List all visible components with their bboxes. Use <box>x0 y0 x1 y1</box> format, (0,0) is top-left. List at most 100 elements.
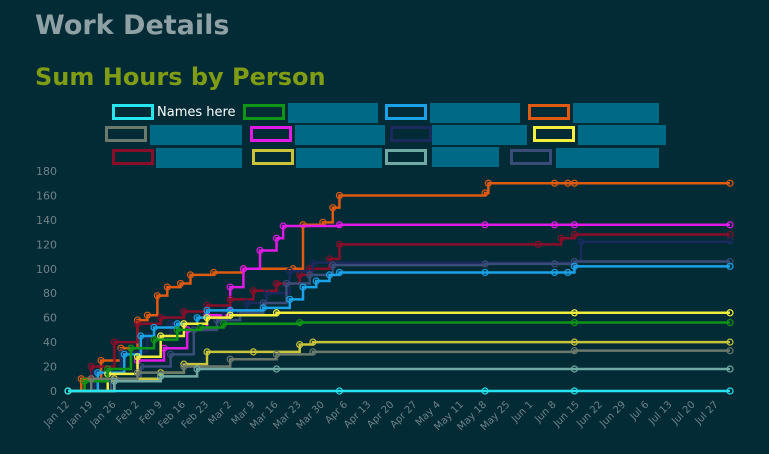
y-tick-label: 40 <box>43 336 57 349</box>
data-point <box>97 356 105 365</box>
series-line <box>68 367 730 393</box>
legend-label <box>295 125 385 145</box>
series-line <box>68 265 730 393</box>
data-point <box>256 246 264 255</box>
data-point <box>335 221 344 229</box>
data-point <box>726 237 734 245</box>
data-point <box>226 355 234 363</box>
data-point <box>329 204 337 212</box>
data-point <box>570 221 579 229</box>
x-tick-label: Jun 29 <box>597 399 628 430</box>
legend-swatch[interactable] <box>390 126 432 142</box>
data-point <box>309 259 317 267</box>
data-point <box>577 238 585 246</box>
legend-swatch[interactable] <box>112 149 154 165</box>
x-tick-label: Jan 19 <box>65 399 96 430</box>
data-point <box>249 287 257 295</box>
data-point <box>309 338 317 346</box>
y-tick-label: 120 <box>36 238 57 251</box>
data-point <box>196 323 204 332</box>
y-tick-label: 140 <box>36 214 57 227</box>
data-point <box>272 279 281 288</box>
data-point <box>481 189 489 197</box>
data-point <box>335 240 344 248</box>
data-point <box>219 320 228 328</box>
data-point <box>299 283 307 291</box>
series-line <box>68 223 730 393</box>
data-point <box>534 240 542 248</box>
data-point <box>133 320 142 328</box>
data-point <box>87 375 95 383</box>
data-point <box>570 387 579 395</box>
x-tick-label: Jun 22 <box>574 399 605 430</box>
x-tick-label: Jun 1 <box>509 399 535 425</box>
data-point <box>550 179 559 187</box>
legend-swatch[interactable] <box>385 149 427 165</box>
data-point <box>726 309 734 317</box>
data-point <box>306 271 314 279</box>
data-point <box>259 299 267 307</box>
data-point <box>186 271 195 279</box>
data-point <box>193 314 201 322</box>
data-point <box>226 311 234 319</box>
data-point <box>110 338 118 346</box>
legend-swatch[interactable] <box>105 126 147 142</box>
legend-swatch[interactable] <box>533 126 575 142</box>
data-point <box>167 350 175 358</box>
data-point <box>203 348 211 356</box>
data-point <box>329 261 337 269</box>
y-tick-label: 180 <box>36 165 57 178</box>
data-point <box>157 372 165 380</box>
legend-label <box>430 103 520 123</box>
legend-swatch[interactable] <box>252 149 294 165</box>
legend-swatch[interactable] <box>243 104 285 120</box>
series-line <box>68 321 730 393</box>
data-point <box>133 369 142 377</box>
data-point <box>180 320 188 328</box>
data-point <box>481 221 489 229</box>
legend-label <box>288 103 378 123</box>
data-point <box>481 387 489 395</box>
y-tick-label: 80 <box>43 287 57 300</box>
legend-swatch[interactable] <box>528 104 570 120</box>
data-point <box>726 221 734 229</box>
legend-label: Names here <box>157 105 236 120</box>
data-point <box>570 309 579 317</box>
data-point <box>335 387 344 395</box>
data-point <box>272 365 281 373</box>
x-tick-label: Mar 2 <box>206 399 234 427</box>
data-point <box>64 387 72 395</box>
x-tick-label: Jun 15 <box>551 399 582 430</box>
data-point <box>226 283 234 291</box>
y-tick-label: 160 <box>36 189 57 202</box>
data-point <box>203 306 211 314</box>
data-point <box>335 268 344 277</box>
y-tick-label: 0 <box>50 385 57 398</box>
data-point <box>80 377 89 385</box>
legend-label <box>296 148 382 168</box>
data-point <box>150 323 158 332</box>
legend-label <box>578 125 666 145</box>
data-point <box>272 234 281 242</box>
legend-swatch[interactable] <box>250 126 292 142</box>
data-point <box>137 332 145 340</box>
data-point <box>239 265 248 273</box>
data-point <box>726 338 734 346</box>
data-point <box>570 230 579 239</box>
data-point <box>550 221 559 229</box>
data-point <box>309 348 317 356</box>
legend-swatch[interactable] <box>385 104 427 120</box>
page-title: Work Details <box>35 10 230 41</box>
series-line <box>68 349 730 393</box>
data-point <box>120 350 128 358</box>
data-point <box>249 348 257 356</box>
data-point <box>110 377 118 385</box>
legend-swatch[interactable] <box>112 104 154 120</box>
data-point <box>484 179 492 187</box>
legend-swatch[interactable] <box>510 149 552 165</box>
data-point <box>481 260 489 268</box>
legend-label <box>150 125 242 145</box>
data-point <box>570 338 579 346</box>
data-point <box>272 350 281 358</box>
